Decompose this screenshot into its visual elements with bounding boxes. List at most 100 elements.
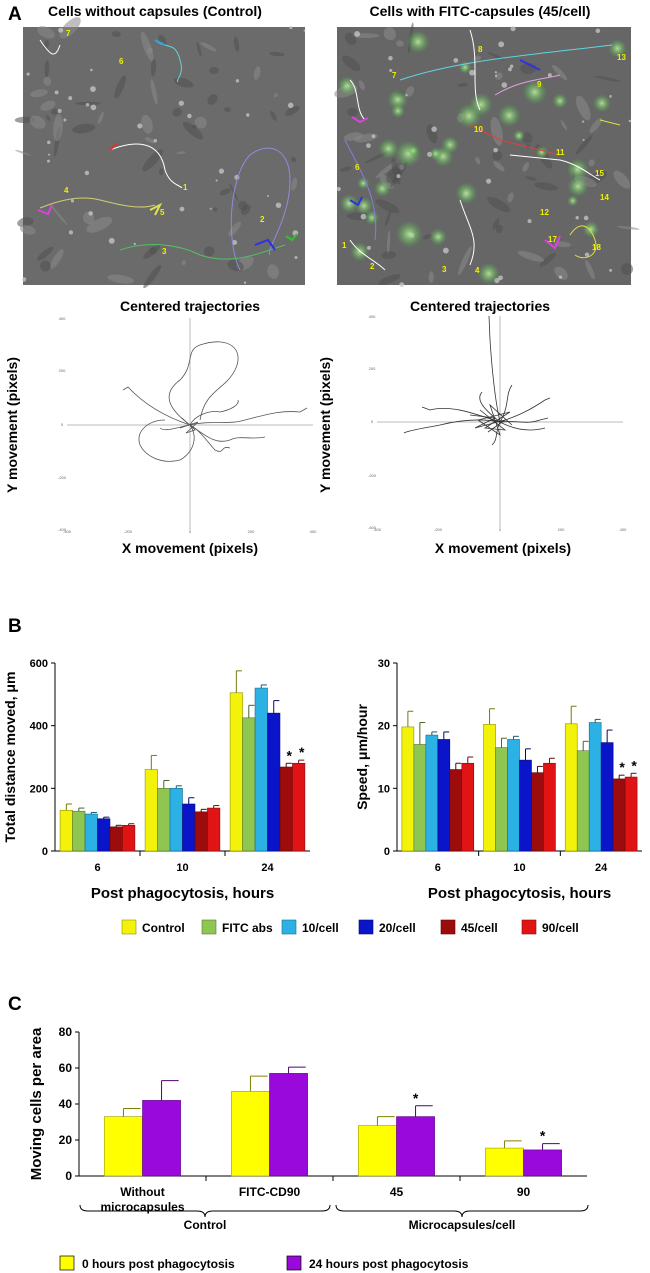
track-label: 3 [442,265,447,274]
bar [483,724,496,852]
x-tick-label: 24 [595,862,608,874]
trajectories-right [403,315,551,446]
tick-label: -200 [434,527,443,532]
bar [543,762,556,852]
cell-debris [289,25,293,30]
cell-debris [575,215,579,220]
cell-debris [558,275,563,279]
cell-blob [383,27,396,41]
cell-debris [303,29,306,32]
cell-debris [389,68,393,73]
cell-debris [583,215,589,221]
fluorescent-capsule [390,103,406,119]
cell-debris [469,69,476,76]
tick-label: 400 [310,529,317,534]
group-label: Control [184,1218,227,1232]
cell-blob [399,164,405,171]
cell-blob [53,114,63,142]
cell-blob [40,260,51,272]
cell-debris [527,219,532,224]
significance-star: * [619,759,625,775]
cell-blob [141,114,153,134]
cell-debris [243,281,247,284]
legend-swatch [121,919,137,935]
bar [97,818,111,852]
cell-blob [617,225,640,230]
bar [267,712,281,852]
cell-blob [522,162,530,172]
chart-distance: 0 200 400 600 * * 6 10 24 Post phagocytosis, hour… [2,658,310,902]
cell-blob [49,204,68,226]
trajectory-xlabel-left: X movement (pixels) [122,540,258,556]
legend-label: 24 hours post phagocytosis [309,1257,469,1271]
cell-blob [238,200,248,211]
cell-blob [72,123,96,134]
cell-blob [560,120,568,131]
cell-blob [589,117,603,134]
legend-swatch [281,919,297,935]
track-label: 12 [540,208,549,217]
cell-debris [494,71,497,74]
cell-blob [588,159,595,167]
x-tick-label: 10 [176,862,188,874]
fluorescent-capsule [441,135,459,154]
tick-label: 400 [59,316,66,321]
tick-label: 200 [59,368,66,373]
bar [269,1073,308,1177]
x-tick-label: 24 [261,862,274,874]
panel-label-a: A [8,4,22,25]
cell-blob [384,210,392,227]
group-bracket [79,1204,331,1218]
y-axis-label: Total distance moved, μm [2,672,18,843]
bar [254,687,268,852]
cell-blob [269,51,285,57]
y-axis-label: Speed, μm/hour [354,704,370,810]
cell-blob [149,246,157,254]
bar [413,744,427,852]
cell-blob [270,110,277,121]
panel-label-b: B [8,616,22,637]
cell-blob [594,75,621,82]
cell-debris [509,64,514,68]
bar [72,810,86,852]
cell-blob [200,42,217,52]
cell-blob [492,218,500,230]
y-tick-label: 20 [59,1133,73,1147]
bar [194,811,208,852]
track-label: 6 [119,57,124,66]
micrograph-fitc: 13 7 8 9 6 10 11 15 14 12 17 18 1 2 3 4 [334,22,640,288]
cell-blob [273,93,278,98]
cell-blob [343,132,363,141]
cell-blob [182,121,204,140]
cell-blob [507,192,514,203]
y-tick-label: 30 [378,658,390,670]
legend-swatch [286,1255,302,1271]
cell-blob [86,216,113,233]
x-tick-label: microcapsules [100,1200,184,1214]
bar [279,766,293,852]
cell-debris [501,82,508,88]
micrograph-title-control: Cells without capsules (Control) [48,3,262,19]
legend-swatch [358,919,374,935]
tick-label: -400 [373,527,382,532]
bar [59,809,73,852]
cell-debris [584,252,590,257]
legend-label: FITC abs [222,921,273,935]
bar [523,1149,562,1177]
cell-blob [29,115,46,129]
cell-debris [266,194,270,197]
fluorescent-capsule [497,103,521,128]
cell-blob [114,75,127,99]
fluorescent-capsule [357,177,370,190]
fluorescent-capsule [373,180,391,197]
cell-blob [207,94,218,105]
cell-blob [475,157,481,165]
cell-debris [595,28,601,34]
x-tick-label: Without [120,1185,165,1199]
micrograph-fitc-tracks [344,29,621,271]
cell-blob [196,41,202,57]
cell-debris [88,211,93,216]
tick-label: 0 [499,527,502,532]
cell-debris [84,170,90,176]
fluorescent-capsule [339,193,359,213]
